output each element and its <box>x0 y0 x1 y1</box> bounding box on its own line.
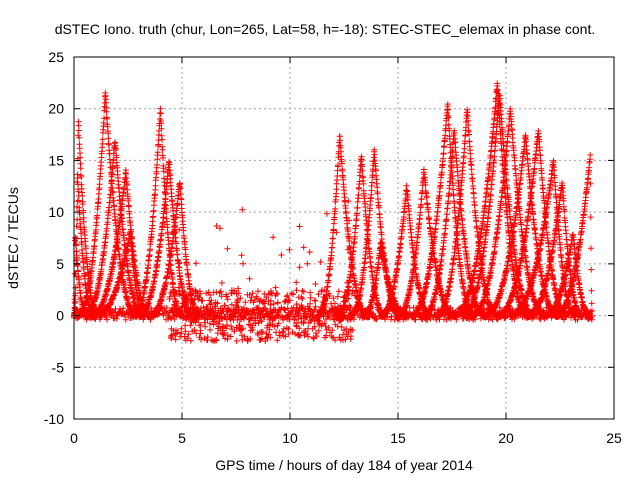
y-tick-label: 10 <box>48 204 64 220</box>
chart-title: dSTEC Iono. truth (chur, Lon=265, Lat=58… <box>55 21 595 37</box>
y-tick-label: -10 <box>44 411 64 427</box>
y-axis-label: dSTEC / TECUs <box>5 187 21 289</box>
y-tick-label: 0 <box>56 308 64 324</box>
x-axis-ticks: 0 5 10 15 20 25 <box>70 57 622 446</box>
y-axis-ticks: -10 -5 0 5 10 15 20 25 <box>44 49 614 427</box>
y-tick-label: -5 <box>52 359 65 375</box>
plot-frame <box>73 56 615 420</box>
y-tick-label: 25 <box>48 49 64 65</box>
x-tick-label: 15 <box>390 430 406 446</box>
y-tick-label: 20 <box>48 101 64 117</box>
y-tick-label: 15 <box>48 152 64 168</box>
x-tick-label: 20 <box>498 430 514 446</box>
x-tick-label: 10 <box>282 430 298 446</box>
y-tick-label: 5 <box>56 256 64 272</box>
x-axis-label: GPS time / hours of day 184 of year 2014 <box>215 457 473 473</box>
x-tick-label: 25 <box>606 430 622 446</box>
x-tick-label: 0 <box>70 430 78 446</box>
x-tick-label: 5 <box>178 430 186 446</box>
